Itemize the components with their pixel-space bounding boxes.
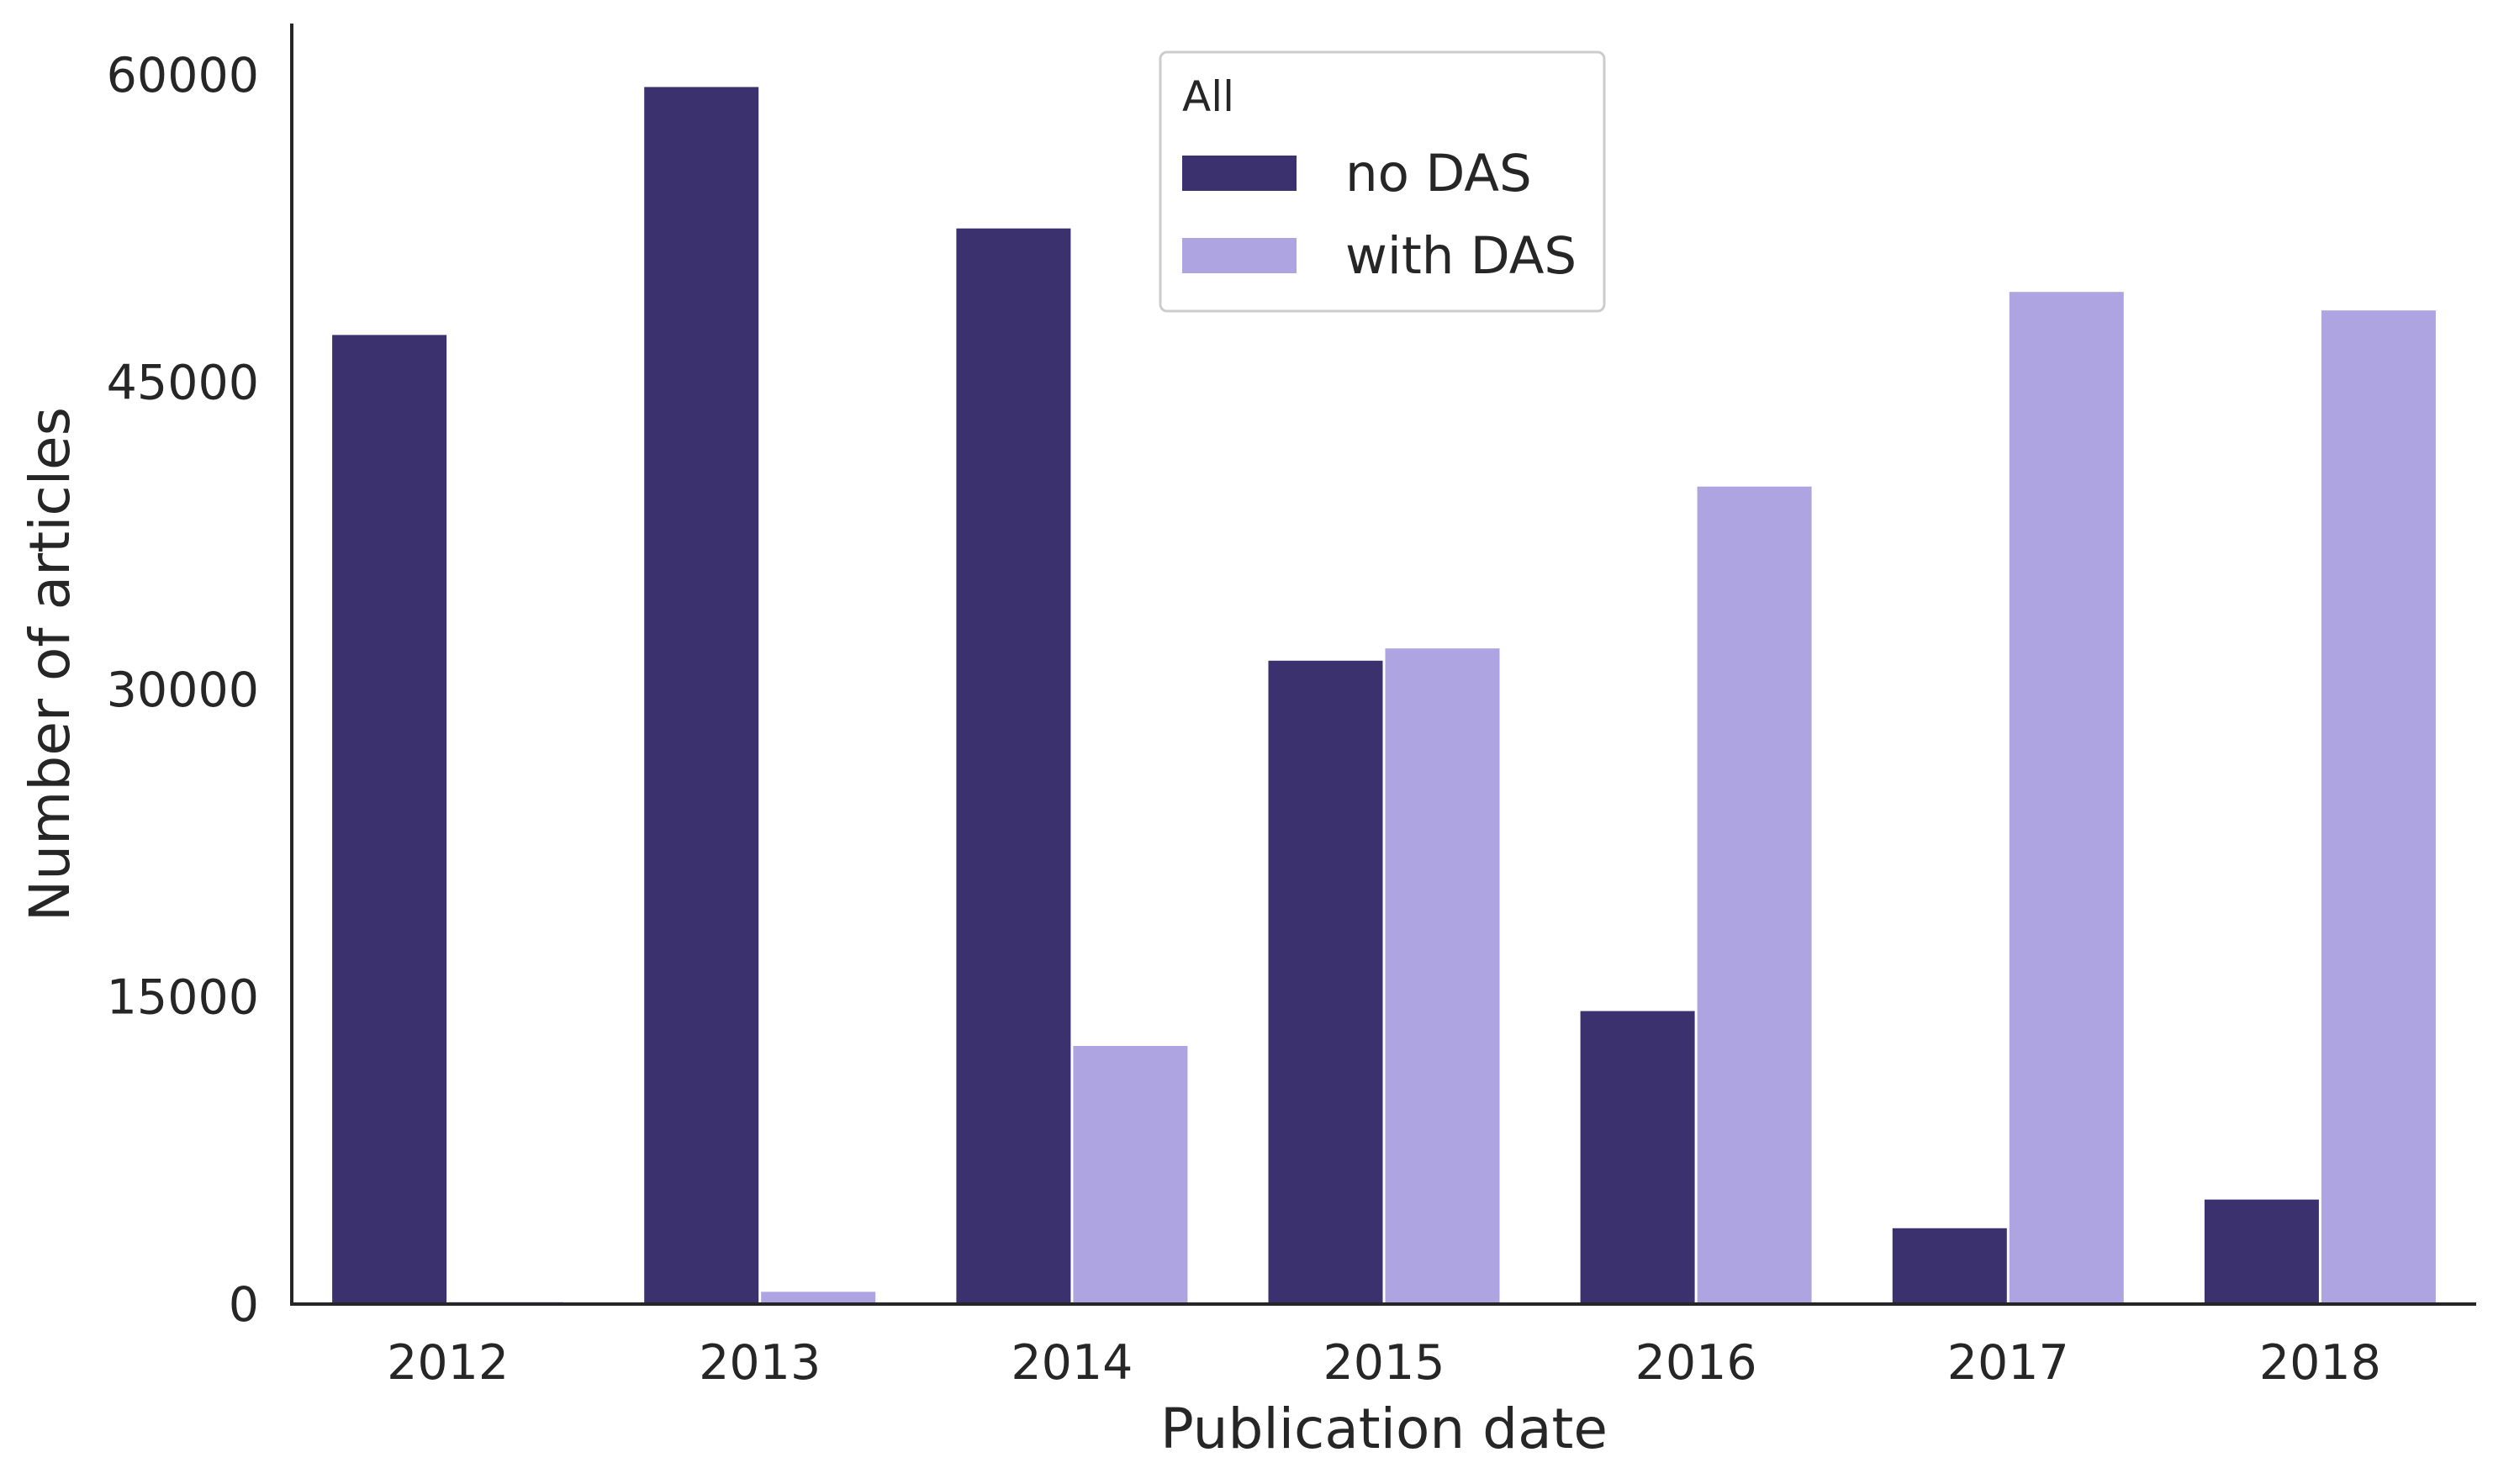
bar-no-das-2015 xyxy=(1268,660,1383,1304)
legend-label-with-das: with DAS xyxy=(1345,226,1577,286)
bar-with-das-2016 xyxy=(1697,486,1812,1304)
x-ticks: 2012 2013 2014 2015 2016 2017 2018 xyxy=(387,1335,2381,1391)
bar-no-das-2012 xyxy=(332,335,447,1304)
y-axis-label: Number of articles xyxy=(18,407,82,922)
bar-with-das-2018 xyxy=(2321,310,2436,1305)
bar-with-das-2015 xyxy=(1385,648,1500,1304)
x-tick-label: 2014 xyxy=(1011,1335,1133,1391)
x-tick-label: 2017 xyxy=(1947,1335,2069,1391)
y-tick-label: 30000 xyxy=(107,663,259,718)
bars-group xyxy=(332,87,2436,1305)
legend-title: All xyxy=(1182,72,1234,121)
bar-no-das-2018 xyxy=(2204,1199,2319,1304)
y-ticks: 0 15000 30000 45000 60000 xyxy=(107,48,259,1333)
y-tick-label: 60000 xyxy=(107,48,259,103)
y-tick-label: 0 xyxy=(229,1277,259,1333)
bar-with-das-2017 xyxy=(2009,292,2124,1305)
y-tick-label: 15000 xyxy=(107,970,259,1026)
x-tick-label: 2018 xyxy=(2259,1335,2381,1391)
legend-label-no-das: no DAS xyxy=(1345,144,1532,203)
bar-with-das-2013 xyxy=(761,1291,876,1304)
bar-no-das-2016 xyxy=(1580,1011,1695,1304)
x-tick-label: 2012 xyxy=(387,1335,509,1391)
bar-no-das-2017 xyxy=(1892,1228,2007,1304)
x-axis-label: Publication date xyxy=(1160,1397,1608,1461)
x-tick-label: 2015 xyxy=(1323,1335,1445,1391)
x-tick-label: 2013 xyxy=(699,1335,821,1391)
legend-swatch-with-das xyxy=(1182,238,1297,273)
bar-with-das-2014 xyxy=(1073,1046,1188,1304)
bar-no-das-2014 xyxy=(956,228,1071,1305)
legend-swatch-no-das xyxy=(1182,156,1297,191)
y-tick-label: 45000 xyxy=(107,355,259,410)
x-tick-label: 2016 xyxy=(1635,1335,1757,1391)
legend: All no DAS with DAS xyxy=(1159,50,1606,313)
bar-no-das-2013 xyxy=(644,87,759,1304)
